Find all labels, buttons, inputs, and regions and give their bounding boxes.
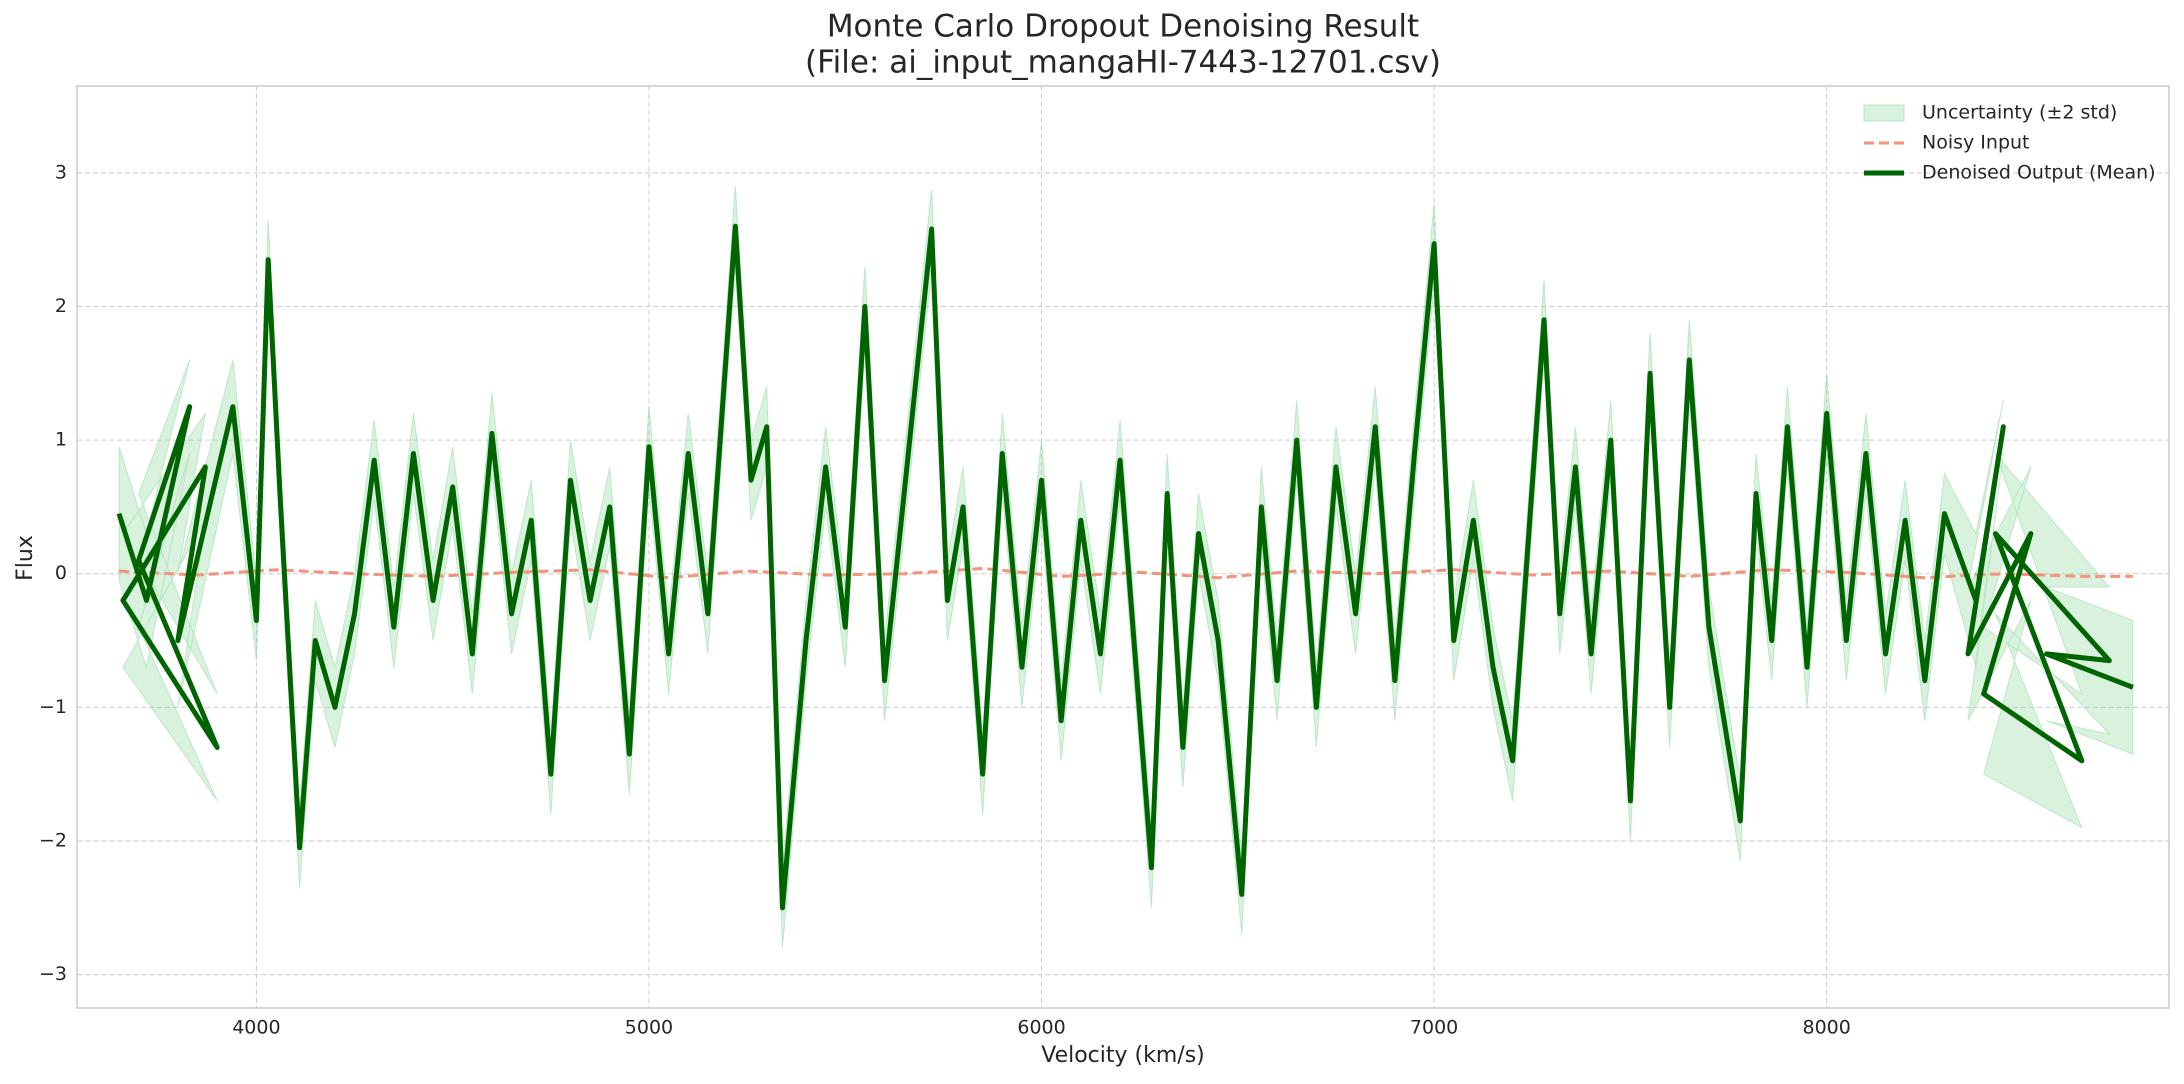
chart-subtitle: (File: ai_input_mangaHI-7443-12701.csv)	[805, 45, 1441, 81]
x-tick-label: 5000	[625, 1017, 673, 1039]
x-tick-label: 7000	[1410, 1017, 1458, 1039]
mean-line	[116, 223, 2134, 911]
legend: Uncertainty (±2 std) Noisy Input Denoised …	[1863, 102, 2156, 184]
y-tick-label: 2	[55, 295, 67, 317]
chart-title: Monte Carlo Dropout Denoising Result	[827, 9, 1419, 45]
y-tick-label: 0	[55, 562, 67, 584]
y-tick-label: −2	[39, 829, 67, 851]
legend-label: Uncertainty (±2 std)	[1922, 102, 2117, 124]
legend-swatch	[1863, 104, 1905, 122]
plot-area	[116, 186, 2134, 948]
y-tick-label: 3	[55, 161, 67, 183]
x-tick-label: 6000	[1017, 1017, 1065, 1039]
y-tick-label: −1	[39, 696, 67, 718]
grid	[77, 86, 2169, 1008]
x-tick-label: 4000	[232, 1017, 280, 1039]
noisy-line	[118, 566, 2133, 580]
y-axis-label: Flux	[13, 535, 38, 581]
plot-frame	[76, 85, 2170, 1009]
ticks: 4000 5000 6000 7000 8000 −3 −2 −1 0 1 2 3	[39, 161, 1851, 1038]
y-tick-label: −3	[39, 963, 67, 985]
legend-label: Noisy Input	[1922, 132, 2030, 154]
y-tick-label: 1	[55, 429, 67, 451]
legend-label: Denoised Output (Mean)	[1922, 162, 2156, 184]
x-tick-label: 8000	[1803, 1017, 1851, 1039]
x-axis-label: Velocity (km/s)	[1041, 1043, 1205, 1068]
